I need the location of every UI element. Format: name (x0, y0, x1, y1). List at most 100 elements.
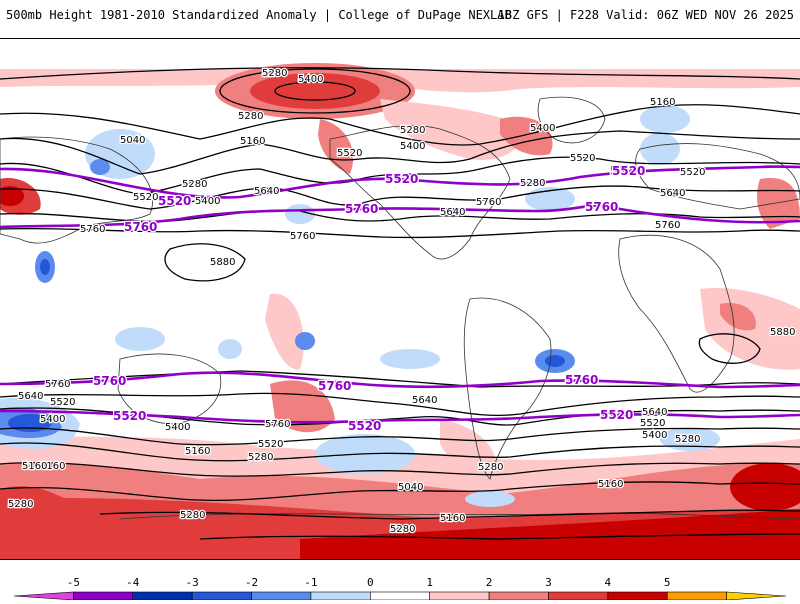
reference-contour-label: 5760 (610, 164, 643, 178)
legend-tick-label: -5 (67, 576, 80, 589)
contour-line (698, 333, 761, 364)
contour-label: 5520 (133, 192, 158, 203)
contour-label: 5280 (400, 125, 425, 136)
anomaly-area (250, 73, 380, 109)
legend-tick-label: -3 (186, 576, 199, 589)
anomaly-area (730, 463, 800, 511)
contour-label: 5280 (390, 524, 415, 535)
legend-swatch (73, 591, 134, 601)
contour-5760-south (0, 371, 800, 389)
anomaly-area (295, 332, 315, 350)
header: 500mb Height 1981-2010 Standardized Anom… (0, 0, 800, 36)
contour-line (219, 68, 411, 114)
contour-line (0, 442, 800, 462)
contour-line (0, 370, 800, 388)
contour-line (274, 81, 356, 101)
contour-label: 5640 (440, 207, 465, 218)
contour-line (0, 185, 800, 210)
contour-label: 5520 (50, 397, 75, 408)
contour-label: 5760 (290, 231, 315, 242)
legend-swatch (429, 591, 490, 601)
contour-line (0, 67, 800, 80)
contour-5760-north (0, 203, 800, 229)
antarctica (119, 512, 800, 520)
anomaly-map[interactable]: 5280 5400 5280 5040 5160 5520 5400 5160 … (0, 39, 800, 559)
legend-swatch (666, 591, 727, 601)
reference-contour-label: 5520 (600, 408, 633, 422)
contour-label: 5640 (18, 391, 43, 402)
reference-contours (0, 165, 800, 424)
legend-swatch (132, 591, 193, 601)
contour-label: 5160 (650, 97, 675, 108)
anomaly-area (640, 133, 680, 165)
contour-line (0, 462, 800, 477)
contour-label: 5760 (265, 419, 290, 430)
anomaly-area (465, 491, 515, 507)
legend-tick-label: 0 (367, 576, 374, 589)
coastlines (0, 96, 800, 520)
legend-bar: -5 -4 -3 -2 -1 0 1 2 3 4 5 (13, 576, 787, 601)
contour-label: 5160 (240, 136, 265, 147)
contour-label: 5520 (258, 439, 283, 450)
greenland (537, 96, 606, 144)
contour-label: 5160 (185, 446, 210, 457)
anomaly-area (90, 159, 110, 175)
run-info: 18Z GFS | F228 Valid: 06Z WED NOV 26 202… (497, 8, 794, 22)
contour-line (0, 427, 800, 446)
contour-label: 5640 (412, 395, 437, 406)
reference-contour-label: 5520 (113, 409, 146, 423)
contour-line (0, 130, 800, 175)
reference-contour-label: 5520 (385, 172, 418, 186)
legend-swatch (191, 591, 252, 601)
map-panel[interactable]: 5280 5400 5280 5040 5160 5520 5400 5160 … (0, 38, 800, 560)
anomaly-area (265, 293, 304, 370)
australia (117, 353, 222, 425)
reference-contour-label: 5760 (345, 202, 378, 216)
legend-tick-label: -1 (304, 576, 317, 589)
anomaly-area (115, 327, 165, 351)
contour-label: 5280 (8, 499, 33, 510)
legend-tick-label: -4 (126, 576, 140, 589)
legend-tick-label: 3 (545, 576, 552, 589)
contour-label: 5400 (400, 141, 425, 152)
reference-contour-labels: 5520 5760 5520 5760 5760 5760 5520 5760 … (92, 163, 647, 435)
anomaly-area (500, 116, 553, 156)
legend-swatch (548, 591, 609, 601)
reference-contour-label: 5760 (318, 379, 351, 393)
contour-5520-north (0, 165, 800, 199)
legend-swatch (726, 591, 787, 601)
contour-label: 5280 (675, 434, 700, 445)
anomaly-area (545, 355, 565, 367)
contour-label: 5280 (520, 178, 545, 189)
contour-label: 5040 (120, 135, 145, 146)
legend-swatch (310, 591, 371, 601)
contour-label: 5760 (80, 224, 105, 235)
contour-line (0, 407, 800, 426)
legend-tick-label: 2 (486, 576, 493, 589)
contour-line (0, 227, 800, 239)
contour-5520-south (0, 409, 800, 424)
reference-contour-label: 5760 (124, 220, 157, 234)
contour-label: 5520 (570, 153, 595, 164)
reference-contour-label: 5760 (565, 373, 598, 387)
anomaly-area (720, 303, 756, 331)
contour-line (199, 533, 800, 540)
anomaly-area (0, 486, 120, 559)
anomaly-area (380, 99, 522, 160)
anomaly-area (0, 186, 24, 206)
anomaly-area (318, 119, 354, 174)
contour-label: 5520 (640, 418, 665, 429)
contour-line (0, 481, 800, 502)
contour-label: 5280 (182, 179, 207, 190)
legend-swatch (488, 591, 549, 601)
anomaly-area (660, 427, 720, 451)
contour-label: 5760 (476, 197, 501, 208)
contour-label: 5040 (398, 482, 423, 493)
contour-label: 5280 (248, 452, 273, 463)
contour-label: 5880 (210, 257, 235, 268)
anomaly-area (380, 349, 440, 369)
contour-line (0, 156, 800, 195)
contour-label: 5280 (180, 510, 205, 521)
reference-contour-label: 5520 (158, 194, 191, 208)
legend-tick-label: 4 (605, 576, 612, 589)
